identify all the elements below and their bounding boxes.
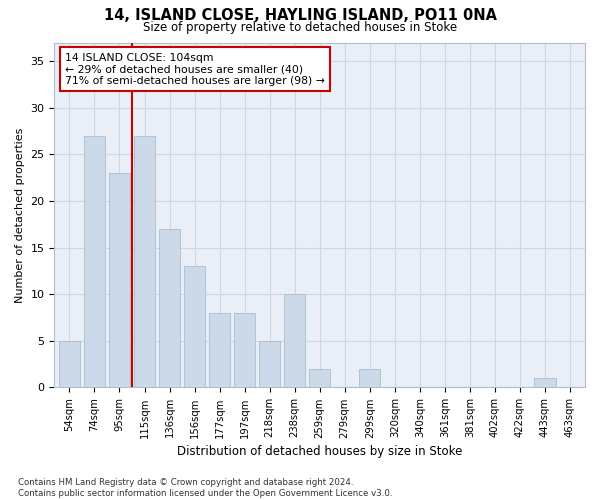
Bar	[134, 136, 155, 388]
Bar	[359, 369, 380, 388]
Y-axis label: Number of detached properties: Number of detached properties	[15, 128, 25, 302]
Bar	[234, 313, 255, 388]
Bar	[209, 313, 230, 388]
X-axis label: Distribution of detached houses by size in Stoke: Distribution of detached houses by size …	[177, 444, 463, 458]
Text: Size of property relative to detached houses in Stoke: Size of property relative to detached ho…	[143, 21, 457, 34]
Bar	[535, 378, 556, 388]
Bar	[309, 369, 331, 388]
Bar	[59, 341, 80, 388]
Bar	[159, 229, 180, 388]
Text: 14 ISLAND CLOSE: 104sqm
← 29% of detached houses are smaller (40)
71% of semi-de: 14 ISLAND CLOSE: 104sqm ← 29% of detache…	[65, 53, 325, 86]
Bar	[109, 173, 130, 388]
Bar	[84, 136, 105, 388]
Bar	[259, 341, 280, 388]
Bar	[184, 266, 205, 388]
Text: 14, ISLAND CLOSE, HAYLING ISLAND, PO11 0NA: 14, ISLAND CLOSE, HAYLING ISLAND, PO11 0…	[104, 8, 497, 22]
Bar	[284, 294, 305, 388]
Text: Contains HM Land Registry data © Crown copyright and database right 2024.
Contai: Contains HM Land Registry data © Crown c…	[18, 478, 392, 498]
